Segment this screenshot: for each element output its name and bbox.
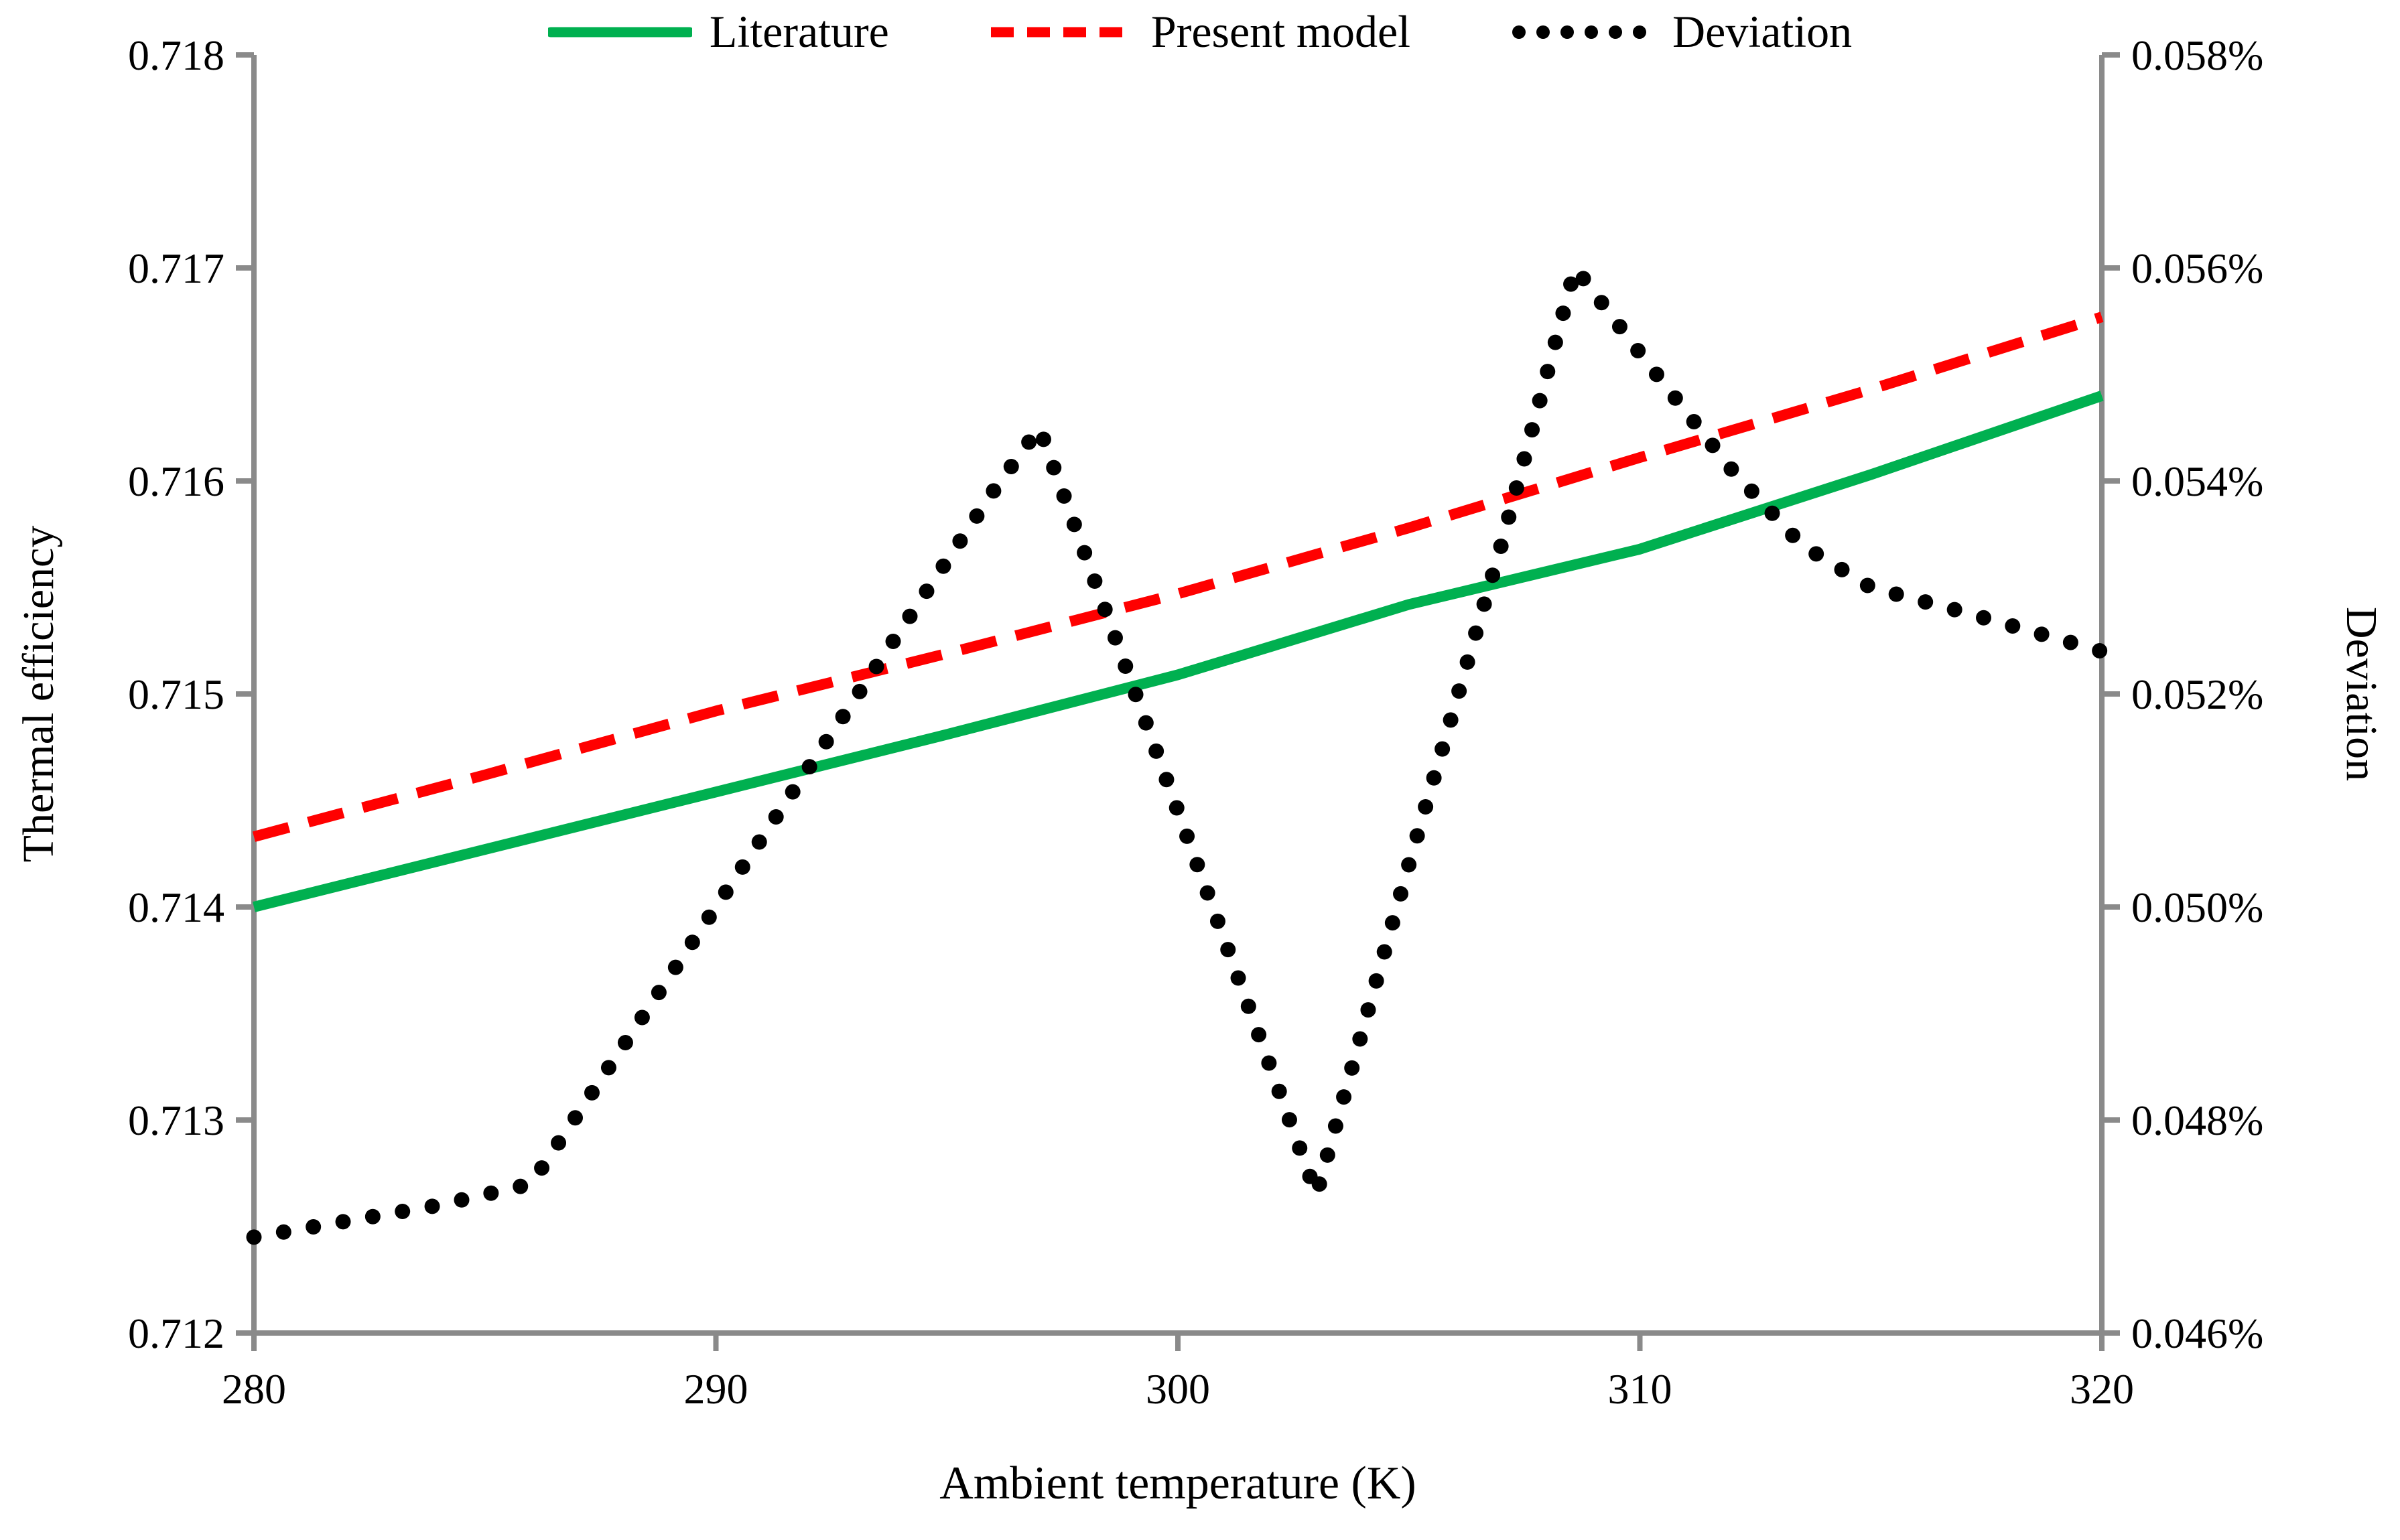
y-right-tick-label: 0.056% bbox=[2131, 244, 2263, 292]
present-model-line bbox=[252, 311, 2104, 842]
y-left-tick-label: 0.715 bbox=[128, 671, 224, 718]
solid-line-icon bbox=[547, 27, 692, 37]
x-axis-title: Ambient temperature (K) bbox=[939, 1458, 1416, 1509]
legend-item-literature: Literature bbox=[547, 5, 889, 58]
dotted-line-icon bbox=[1512, 25, 1656, 39]
y-axis-title-left: Thermal efficiency bbox=[14, 525, 63, 863]
legend-item-present-model: Present model bbox=[990, 5, 1410, 58]
y-left-tick-label: 0.712 bbox=[128, 1310, 224, 1357]
x-tick-label: 310 bbox=[1608, 1365, 1672, 1413]
legend-item-deviation: Deviation bbox=[1511, 5, 1852, 58]
legend: Literature Present model Deviation bbox=[0, 5, 2400, 58]
x-tick-label: 280 bbox=[222, 1365, 286, 1413]
x-tick-label: 320 bbox=[2070, 1365, 2134, 1413]
y-left-tick-label: 0.718 bbox=[128, 31, 224, 79]
y-right-tick-label: 0.054% bbox=[2131, 458, 2263, 505]
y-right-tick-label: 0.058% bbox=[2131, 31, 2263, 79]
legend-label-deviation: Deviation bbox=[1672, 6, 1853, 57]
legend-label-present-model: Present model bbox=[1150, 6, 1411, 57]
y-left-tick-label: 0.714 bbox=[128, 884, 224, 931]
y-left-tick-label: 0.717 bbox=[128, 244, 224, 292]
deviation-line bbox=[246, 260, 2110, 1245]
y-right-tick-label: 0.048% bbox=[2131, 1097, 2263, 1144]
x-tick-label: 300 bbox=[1146, 1365, 1210, 1413]
y-left-tick-label: 0.713 bbox=[128, 1097, 224, 1144]
y-right-tick-label: 0.052% bbox=[2131, 671, 2263, 718]
dashed-line-icon bbox=[990, 27, 1132, 37]
y-right-tick-label: 0.050% bbox=[2131, 884, 2263, 931]
y-left-tick-label: 0.716 bbox=[128, 458, 224, 505]
x-tick-label: 290 bbox=[684, 1365, 748, 1413]
literature-line bbox=[253, 391, 2104, 912]
y-right-tick-label: 0.046% bbox=[2131, 1310, 2263, 1357]
y-axis-title-right: Deviation bbox=[2337, 606, 2386, 782]
legend-label-literature: Literature bbox=[709, 6, 889, 57]
